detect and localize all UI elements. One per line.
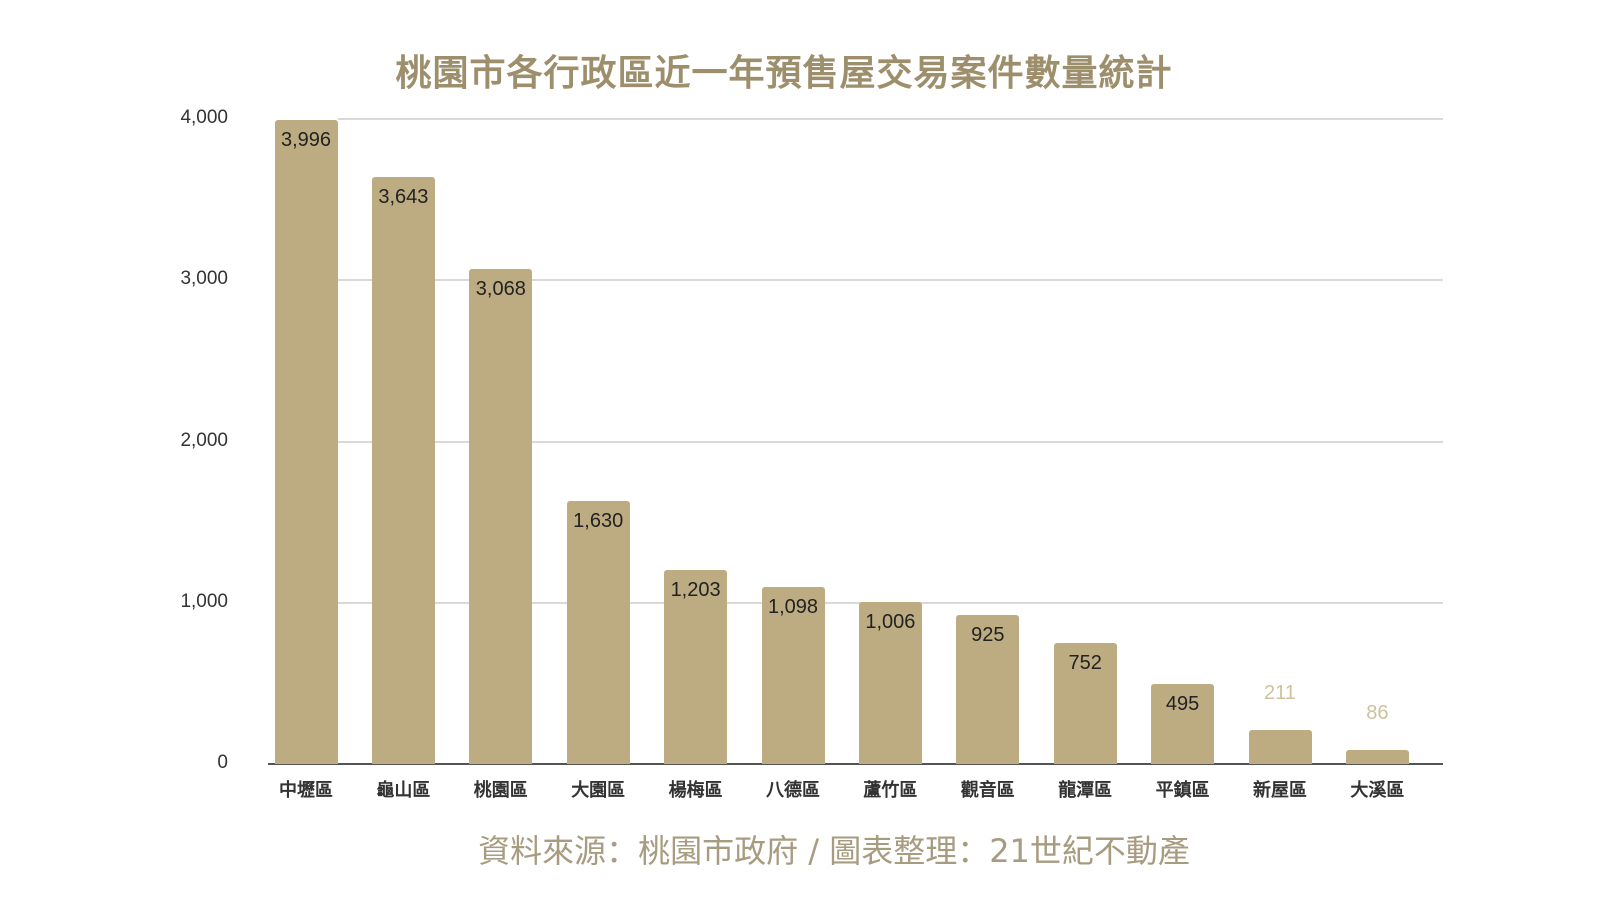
bar-2: [371, 176, 435, 764]
x-axis-category-label: 大園區: [571, 780, 626, 801]
x-axis-category-label: 楊梅區: [668, 780, 723, 801]
y-axis-tick-label: 2,000: [180, 429, 228, 451]
x-axis-category-label: 蘆竹區: [863, 780, 918, 801]
data-label: 1,630: [573, 510, 624, 533]
x-axis-category-label: 中壢區: [279, 780, 333, 801]
data-label: 3,643: [378, 185, 429, 208]
bar-11: [1248, 729, 1312, 764]
data-label: 752: [1068, 651, 1102, 674]
bar-9: [1053, 642, 1117, 764]
source-note: 資料來源：桃園市政府 / 圖表整理：21世紀不動產: [478, 832, 1190, 870]
data-label: 495: [1165, 693, 1200, 716]
bar-8: [956, 614, 1020, 764]
bar-10: [1151, 684, 1215, 764]
gridline: [338, 279, 1443, 282]
bar-1: [274, 119, 338, 764]
y-axis-tick-label: 1,000: [180, 590, 228, 612]
x-axis-category-label: 龜山區: [376, 780, 431, 801]
x-axis-baseline: [268, 763, 1443, 765]
gridline: [338, 118, 1443, 120]
x-axis-category-label: 平鎮區: [1155, 780, 1210, 801]
chart-title: 桃園市各行政區近一年預售屋交易案件數量統計: [395, 53, 1173, 94]
x-axis-category-label: 大溪區: [1350, 780, 1405, 801]
bar-12: [1345, 750, 1409, 764]
bar-6: [761, 586, 825, 764]
x-axis-category-label: 八德區: [766, 780, 820, 801]
data-label: 1,098: [767, 595, 819, 618]
data-label: 211: [1264, 681, 1296, 704]
bar-4: [566, 501, 630, 764]
data-label: 925: [971, 623, 1005, 646]
data-label: 3,068: [475, 278, 526, 301]
x-axis-category-label: 新屋區: [1253, 780, 1307, 801]
y-axis-tick-label: 3,000: [180, 268, 228, 290]
data-label: 3,996: [280, 128, 332, 151]
x-axis-category-label: 桃園區: [473, 780, 528, 801]
data-label: 1,203: [670, 579, 721, 602]
data-label: 86: [1366, 702, 1389, 725]
bar-3: [469, 269, 533, 764]
gridline: [338, 440, 1443, 443]
x-axis-category-label: 觀音區: [960, 780, 1015, 801]
bar-7: [858, 601, 922, 764]
bar-5: [664, 570, 728, 764]
y-axis-tick-label: 0: [217, 752, 228, 773]
x-axis-category-label: 龍潭區: [1058, 780, 1113, 801]
data-label: 1,006: [865, 610, 916, 633]
y-axis-tick-label: 4,000: [180, 107, 228, 128]
